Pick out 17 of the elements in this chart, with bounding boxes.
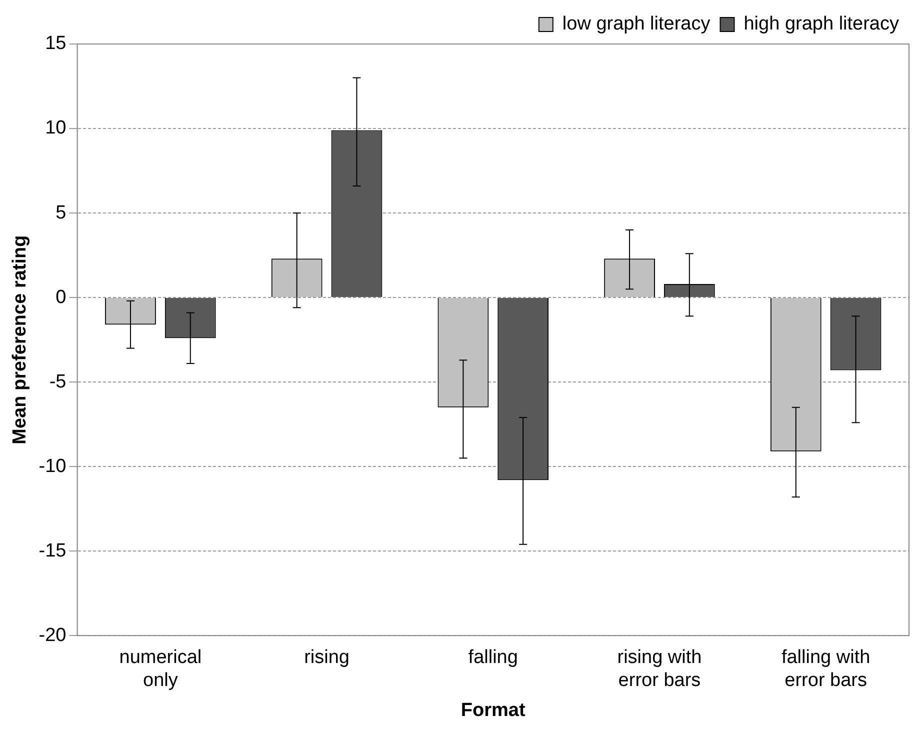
x-tick-label: rising with error bars [617, 647, 702, 692]
y-tick-label: -10 [38, 456, 66, 477]
y-tick-label: 0 [56, 286, 66, 308]
y-tick-label: -5 [49, 371, 66, 392]
legend-label: high graph literacy [744, 14, 900, 35]
y-tick-label: -20 [38, 624, 66, 646]
x-axis-title: Format [460, 700, 526, 721]
y-tick-label: -15 [38, 540, 66, 562]
legend-label: low graph literacy [562, 14, 711, 35]
x-tick-label: rising [304, 647, 350, 668]
y-tick-label: 5 [56, 202, 66, 224]
x-tick-label: falling with error bars [781, 647, 870, 692]
y-tick-label: 15 [45, 33, 66, 54]
y-axis-title: Mean preference rating [10, 235, 31, 444]
x-tick-label: numerical only [119, 647, 202, 692]
y-tick-label: 10 [45, 118, 66, 139]
x-tick-label: falling [468, 647, 518, 668]
